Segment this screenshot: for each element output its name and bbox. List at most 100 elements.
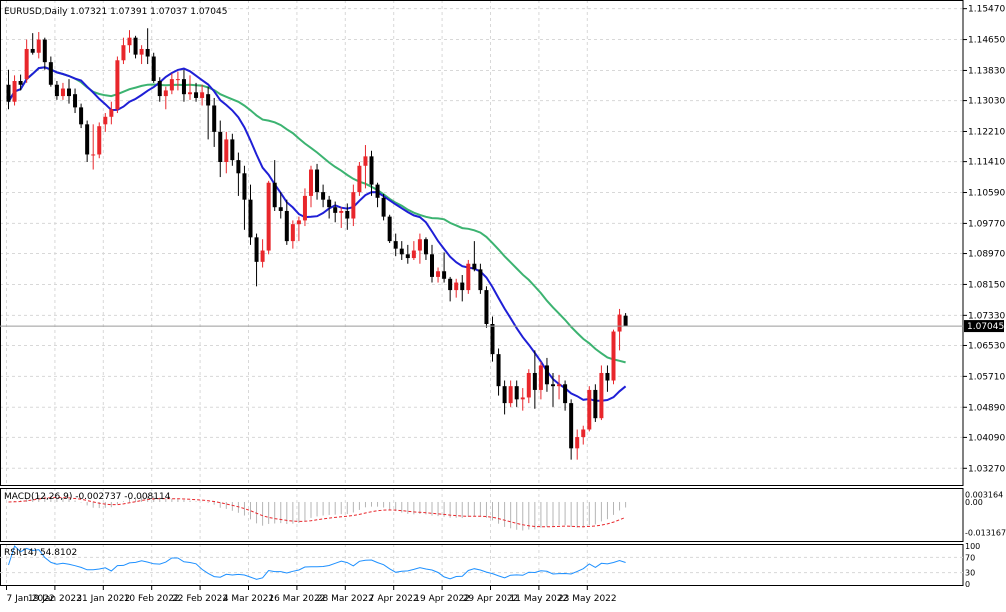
- candle-body: [533, 373, 537, 390]
- candle-body: [394, 241, 398, 249]
- candle-body: [97, 126, 101, 154]
- rsi-label: RSI(14) 54.8102: [4, 548, 77, 558]
- candle-body: [466, 264, 470, 290]
- rsi-tick-label: 100: [965, 542, 980, 551]
- candle-body: [605, 373, 609, 381]
- candle-body: [503, 386, 507, 403]
- candle-body: [121, 45, 125, 60]
- candle-body: [509, 386, 513, 403]
- candle-body: [79, 107, 83, 124]
- y-tick-label: 1.13030: [968, 97, 1005, 107]
- y-tick-label: 1.14650: [968, 36, 1005, 46]
- candle-body: [612, 332, 616, 381]
- candle-body: [242, 173, 246, 199]
- y-tick-label: 1.09770: [968, 219, 1005, 229]
- candle-body: [164, 90, 168, 96]
- y-tick-label: 1.10590: [968, 189, 1005, 199]
- candle-body: [128, 38, 132, 46]
- candle-body: [491, 324, 495, 354]
- y-tick-label: 1.07330: [968, 311, 1005, 321]
- candle-body: [418, 239, 422, 250]
- candle-body: [255, 237, 259, 261]
- candle-body: [49, 62, 53, 85]
- x-tick-label: 7 Apr 2022: [369, 594, 419, 604]
- y-tick-label: 1.06530: [968, 341, 1005, 351]
- y-tick-label: 1.08970: [968, 250, 1005, 260]
- candle-body: [152, 57, 156, 81]
- candle-body: [442, 271, 446, 279]
- candle-body: [581, 429, 585, 437]
- candle-body: [333, 207, 337, 213]
- candle-body: [388, 217, 392, 241]
- candle-body: [545, 365, 549, 384]
- y-tick-label: 1.04890: [968, 403, 1005, 413]
- candle-body: [218, 132, 222, 162]
- candle-body: [91, 154, 95, 155]
- ohlc-values: 1.07321 1.07391 1.07037 1.07045: [70, 7, 227, 17]
- candle-body: [497, 354, 501, 386]
- candle-body: [230, 139, 234, 160]
- candle-body: [460, 283, 464, 291]
- candle-body: [618, 315, 622, 332]
- candle-body: [557, 384, 561, 386]
- y-tick-label: 1.08150: [968, 280, 1005, 290]
- candle-body: [146, 49, 150, 57]
- rsi-tick-label: 30: [965, 569, 975, 578]
- macd-label: MACD(12,26,9) -0.002737 -0.008114: [4, 492, 171, 502]
- candle-body: [67, 89, 71, 97]
- candle-body: [593, 390, 597, 418]
- candle-body: [339, 211, 343, 213]
- ma-blue-line: [9, 67, 626, 401]
- candle-body: [176, 79, 180, 80]
- candle-body: [236, 160, 240, 173]
- candle-body: [539, 365, 543, 389]
- candle-body: [297, 220, 301, 224]
- candle-body: [406, 254, 410, 258]
- candle-body: [194, 92, 198, 98]
- candle-body: [134, 38, 138, 55]
- candle-body: [188, 92, 192, 94]
- y-tick-label: 1.13830: [968, 66, 1005, 76]
- macd-tick-label: -0.013167: [965, 528, 1006, 537]
- candle-body: [273, 183, 277, 207]
- candle-body: [206, 94, 210, 105]
- candle-body: [345, 211, 349, 219]
- candle-body: [303, 196, 307, 220]
- candle-body: [19, 81, 23, 85]
- candle-body: [430, 254, 434, 277]
- candle-body: [400, 249, 404, 255]
- candle-body: [321, 192, 325, 200]
- candle-body: [527, 373, 531, 397]
- candle-body: [249, 200, 253, 238]
- candle-body: [285, 211, 289, 241]
- candle-body: [472, 264, 476, 270]
- candle-body: [448, 279, 452, 290]
- macd-tick-label: 0.00: [965, 498, 983, 507]
- candle-body: [267, 183, 271, 251]
- candle-body: [357, 166, 361, 192]
- candle-body: [412, 251, 416, 259]
- x-tick-label: 4 Mar 2022: [223, 594, 274, 604]
- candle-body: [224, 139, 228, 162]
- y-tick-label: 1.12210: [968, 127, 1005, 137]
- candle-body: [25, 49, 29, 79]
- chart-title: EURUSD,Daily: [4, 7, 68, 17]
- x-tick-label: 19 Jan 2022: [28, 594, 82, 604]
- candle-body: [291, 224, 295, 241]
- candle-body: [515, 386, 519, 399]
- candle-body: [351, 192, 355, 218]
- candle-body: [551, 384, 555, 386]
- candle-body: [587, 390, 591, 430]
- candle-body: [363, 156, 367, 165]
- candle-body: [309, 170, 313, 196]
- candle-body: [73, 94, 77, 107]
- candle-body: [7, 85, 11, 102]
- x-tick-label: 22 Feb 2022: [172, 594, 228, 604]
- ma-green-line: [9, 67, 626, 362]
- candle-body: [599, 373, 603, 418]
- candle-body: [279, 207, 283, 211]
- moving-averages: [9, 67, 626, 401]
- y-tick-label: 1.11410: [968, 158, 1005, 168]
